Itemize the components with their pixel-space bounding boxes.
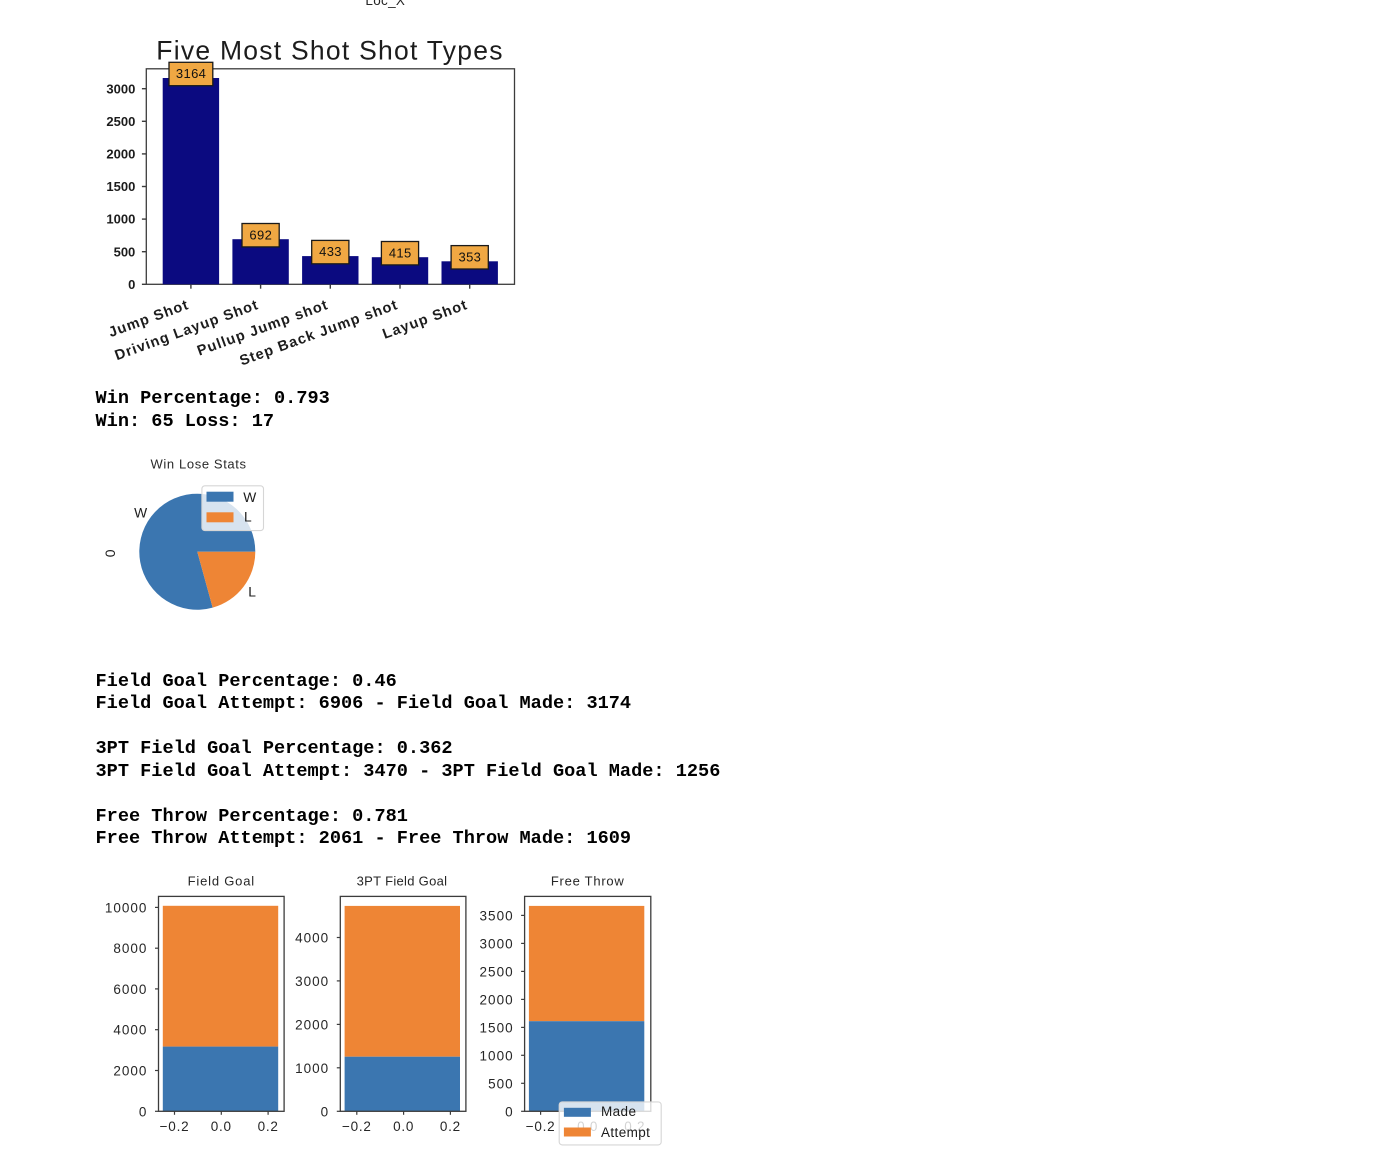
svg-text:415: 415 xyxy=(389,245,412,260)
svg-text:Win Lose Stats: Win Lose Stats xyxy=(151,457,247,472)
svg-text:692: 692 xyxy=(249,227,272,242)
svg-text:0: 0 xyxy=(505,1104,514,1119)
svg-text:1000: 1000 xyxy=(295,1061,329,1076)
svg-text:1000: 1000 xyxy=(106,212,135,227)
svg-text:1500: 1500 xyxy=(480,1020,514,1035)
svg-text:0.0: 0.0 xyxy=(211,1119,232,1134)
svg-text:Attempt: Attempt xyxy=(601,1125,650,1140)
svg-text:Free Throw: Free Throw xyxy=(551,874,625,889)
svg-text:0.2: 0.2 xyxy=(258,1119,279,1134)
svg-text:2000: 2000 xyxy=(295,1017,329,1032)
svg-text:1500: 1500 xyxy=(106,179,135,194)
svg-text:W: W xyxy=(134,506,147,521)
svg-text:10000: 10000 xyxy=(105,900,148,915)
svg-text:500: 500 xyxy=(488,1076,514,1091)
svg-text:500: 500 xyxy=(114,244,136,259)
svg-text:2500: 2500 xyxy=(106,114,135,129)
svg-text:−0.2: −0.2 xyxy=(526,1119,556,1134)
svg-text:2000: 2000 xyxy=(106,147,135,162)
svg-text:0.2: 0.2 xyxy=(440,1119,461,1134)
svg-text:353: 353 xyxy=(459,249,482,264)
svg-text:L: L xyxy=(248,585,256,600)
svg-text:−0.2: −0.2 xyxy=(342,1119,372,1134)
svg-text:2000: 2000 xyxy=(113,1064,147,1079)
svg-text:2500: 2500 xyxy=(480,964,514,979)
svg-text:3000: 3000 xyxy=(106,81,135,96)
svg-text:3164: 3164 xyxy=(176,66,206,81)
svg-text:3000: 3000 xyxy=(480,936,514,951)
svg-text:0: 0 xyxy=(139,1104,148,1119)
svg-text:3500: 3500 xyxy=(480,908,514,923)
svg-text:Loc_X: Loc_X xyxy=(365,0,405,8)
svg-text:0.0: 0.0 xyxy=(393,1119,414,1134)
svg-text:4000: 4000 xyxy=(295,931,329,946)
svg-text:3000: 3000 xyxy=(295,974,329,989)
svg-text:3PT Field Goal: 3PT Field Goal xyxy=(357,874,448,889)
svg-text:8000: 8000 xyxy=(113,941,147,956)
svg-text:−0.2: −0.2 xyxy=(160,1119,190,1134)
svg-text:Made: Made xyxy=(601,1104,636,1119)
svg-text:2000: 2000 xyxy=(480,992,514,1007)
svg-text:4000: 4000 xyxy=(113,1023,147,1038)
svg-text:0: 0 xyxy=(128,277,135,292)
svg-text:6000: 6000 xyxy=(113,982,147,997)
svg-text:433: 433 xyxy=(319,244,342,259)
svg-text:L: L xyxy=(244,510,252,525)
svg-text:W: W xyxy=(243,490,256,505)
svg-text:1000: 1000 xyxy=(480,1048,514,1063)
svg-text:Five Most Shot Shot Types: Five Most Shot Shot Types xyxy=(156,36,503,66)
svg-text:0: 0 xyxy=(321,1104,330,1119)
svg-text:Field Goal: Field Goal xyxy=(188,874,255,889)
svg-text:0: 0 xyxy=(102,549,118,557)
